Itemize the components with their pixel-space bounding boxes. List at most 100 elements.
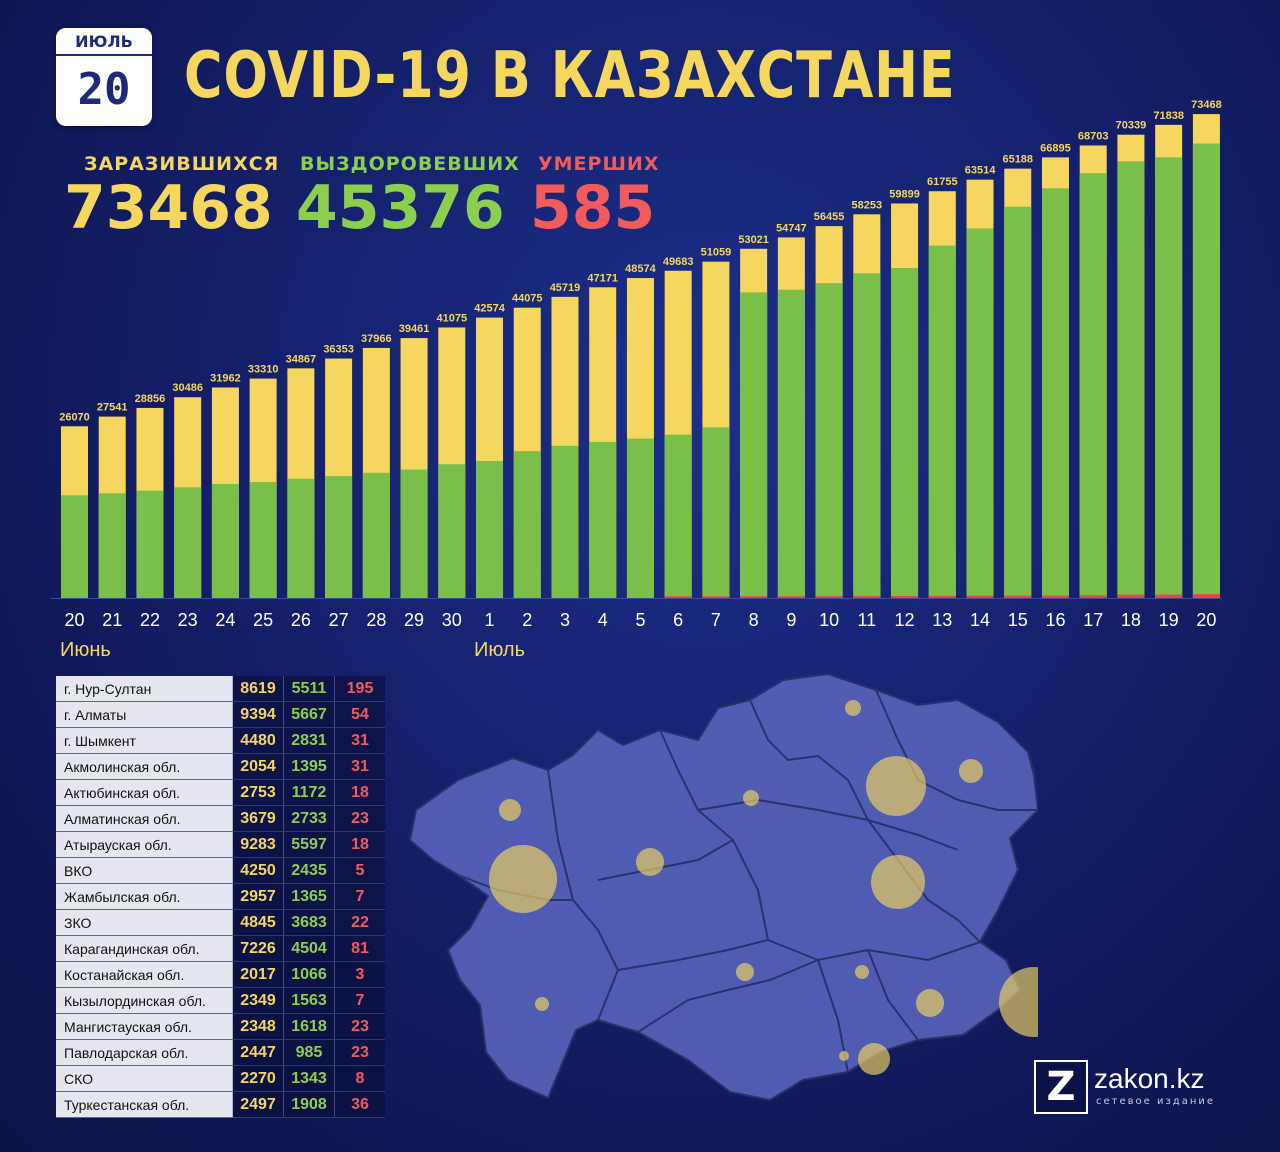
x-tick-label: 23	[178, 610, 198, 630]
region-deaths-cell: 31	[334, 727, 385, 754]
region-infected-cell: 2753	[232, 779, 284, 806]
x-tick-label: 12	[895, 610, 915, 630]
table-row: г. Шымкент 4480 2831 31	[56, 727, 385, 754]
table-row: Костанайская обл. 2017 1066 3	[56, 961, 385, 988]
bar-value-label: 66895	[1040, 142, 1071, 154]
region-infected-cell: 9283	[232, 831, 284, 858]
region-name-cell: г. Шымкент	[56, 727, 233, 754]
table-row: Алматинская обл. 3679 2733 23	[56, 805, 385, 832]
region-recovered-cell: 1618	[283, 1013, 335, 1040]
logo-tagline: сетевое издание	[1096, 1096, 1216, 1107]
x-tick-label: 29	[404, 610, 424, 630]
bar-deaths	[740, 596, 768, 598]
cases-bar-chart: 2607020275412128856223048623319622433310…	[50, 99, 1222, 630]
region-name-cell: Жамбылская обл.	[56, 883, 233, 910]
region-infected-cell: 2017	[232, 961, 284, 988]
region-recovered-cell: 1172	[283, 779, 335, 806]
bubble-nur-sultan	[866, 756, 926, 816]
region-name-cell: ЗКО	[56, 909, 233, 936]
bar-value-label: 37966	[361, 333, 392, 345]
table-row: г. Алматы 9394 5667 54	[56, 701, 385, 728]
bar-deaths	[1117, 594, 1145, 598]
bar-value-label: 54747	[776, 222, 807, 234]
region-recovered-cell: 985	[283, 1039, 335, 1066]
bubble-aktobe	[743, 790, 759, 806]
bar-recovered	[1117, 161, 1145, 598]
table-row: Актюбинская обл. 2753 1172 18	[56, 779, 385, 806]
infected-label: ЗАРАЗИВШИХСЯ	[84, 153, 280, 175]
bar-value-label: 41075	[437, 312, 468, 324]
bar-value-label: 51059	[701, 247, 732, 259]
bar-deaths	[928, 595, 956, 598]
bar-value-label: 68703	[1078, 130, 1109, 142]
bar-value-label: 70339	[1116, 120, 1147, 132]
bubble-small	[839, 1051, 849, 1061]
region-deaths-cell: 18	[334, 779, 385, 806]
bar-deaths	[966, 595, 994, 598]
recovered-label: ВЫЗДОРОВЕВШИХ	[300, 153, 520, 175]
x-tick-label: 26	[291, 610, 311, 630]
bar-deaths	[891, 596, 919, 598]
region-bubbles	[489, 700, 1038, 1075]
bars-group: 2607020275412128856223048623319622433310…	[59, 99, 1221, 630]
bar-recovered	[777, 289, 805, 598]
logo-name: zakon.kz	[1094, 1063, 1205, 1094]
region-name-cell: Павлодарская обл.	[56, 1039, 233, 1066]
region-infected-cell: 4480	[232, 727, 284, 754]
regions-table: г. Нур-Султан 8619 5511 195 г. Алматы 9394 566…	[56, 676, 385, 1118]
regions-table-body: г. Нур-Султан 8619 5511 195 г. Алматы 9394 566…	[56, 676, 385, 1118]
x-tick-label: 20	[1196, 610, 1216, 630]
region-deaths-cell: 31	[334, 753, 385, 780]
bar-value-label: 53021	[738, 234, 769, 246]
bubble-karaganda	[871, 855, 925, 909]
x-tick-label: 1	[485, 610, 495, 630]
region-infected-cell: 8619	[232, 676, 284, 702]
region-recovered-cell: 3683	[283, 909, 335, 936]
bar-recovered	[287, 478, 315, 598]
x-tick-label: 14	[970, 610, 990, 630]
bar-recovered	[1155, 157, 1183, 598]
region-deaths-cell: 18	[334, 831, 385, 858]
bar-value-label: 45719	[550, 282, 581, 294]
region-recovered-cell: 2733	[283, 805, 335, 832]
bar-recovered	[400, 469, 428, 598]
x-tick-label: 21	[102, 610, 122, 630]
region-recovered-cell: 1066	[283, 961, 335, 988]
region-deaths-cell: 7	[334, 987, 385, 1014]
table-row: Туркестанская обл. 2497 1908 36	[56, 1091, 385, 1118]
bar-deaths	[702, 596, 730, 598]
region-name-cell: Мангистауская обл.	[56, 1013, 233, 1040]
table-row: Карагандинская обл. 7226 4504 81	[56, 935, 385, 962]
bar-deaths	[853, 596, 881, 598]
bar-value-label: 48574	[625, 263, 656, 275]
region-name-cell: г. Нур-Султан	[56, 676, 233, 702]
table-row: Кызылординская обл. 2349 1563 7	[56, 987, 385, 1014]
x-tick-label: 28	[366, 610, 386, 630]
bar-value-label: 61755	[927, 176, 958, 188]
region-infected-cell: 4845	[232, 909, 284, 936]
region-name-cell: Атырауская обл.	[56, 831, 233, 858]
x-tick-label: 16	[1045, 610, 1065, 630]
bar-value-label: 59899	[889, 188, 920, 200]
region-recovered-cell: 1563	[283, 987, 335, 1014]
x-tick-label: 2	[522, 610, 532, 630]
x-tick-label: 11	[857, 610, 876, 630]
bar-deaths	[1079, 595, 1107, 598]
bar-recovered	[1041, 188, 1069, 598]
region-name-cell: Костанайская обл.	[56, 961, 233, 988]
x-tick-label: 24	[215, 610, 235, 630]
region-deaths-cell: 54	[334, 701, 385, 728]
month-label-july: Июль	[474, 639, 526, 661]
bubble-atyrau	[489, 845, 557, 913]
region-deaths-cell: 23	[334, 1013, 385, 1040]
bar-recovered	[362, 472, 390, 598]
bar-deaths	[777, 596, 805, 598]
region-infected-cell: 2349	[232, 987, 284, 1014]
bar-recovered	[626, 438, 654, 598]
bar-recovered	[61, 495, 88, 598]
bar-recovered	[664, 434, 692, 598]
region-infected-cell: 9394	[232, 701, 284, 728]
x-tick-label: 5	[635, 610, 645, 630]
x-tick-label: 22	[140, 610, 160, 630]
calendar-day: 20	[77, 64, 131, 115]
